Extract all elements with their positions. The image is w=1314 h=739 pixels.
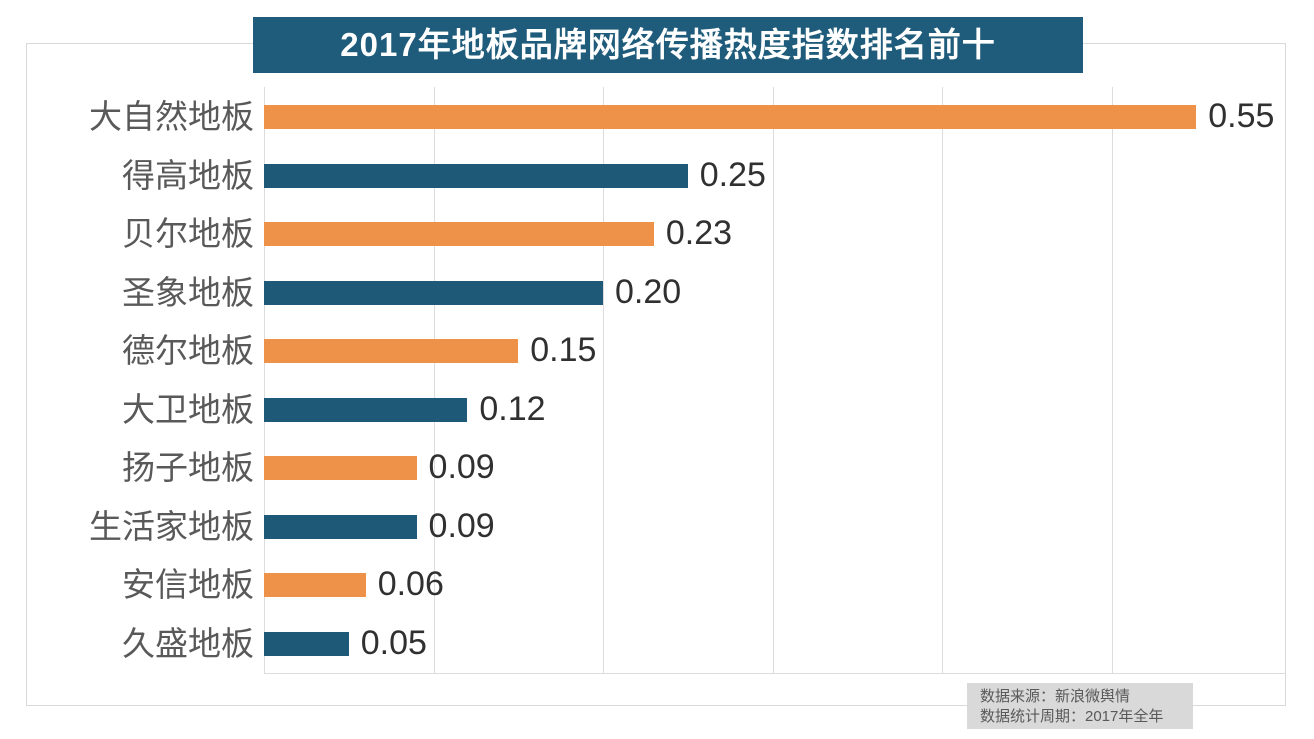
plot-bottom-line [264,673,1286,674]
source-note: 数据来源：新浪微舆情 数据统计周期：2017年全年 [967,683,1193,729]
value-label: 0.05 [360,623,427,662]
bar [264,397,468,422]
gridline [1111,87,1113,673]
source-line: 数据来源：新浪微舆情 [980,688,1131,705]
bar-row: 大自然地板 0.55 [0,88,1314,147]
source-period-line: 数据统计周期：2017年全年 [980,708,1164,725]
bar-row: 生活家地板 0.09 [0,498,1314,557]
bar [264,631,349,656]
value-label: 0.09 [428,448,495,486]
bar-row: 贝尔地板 0.23 [0,205,1314,264]
value-label: 0.06 [377,565,444,603]
bar-row: 扬子地板 0.09 [0,439,1314,498]
bar-row: 安信地板 0.06 [0,556,1314,615]
category-label: 生活家地板 [89,507,254,545]
category-label: 安信地板 [122,566,254,603]
category-label: 得高地板 [122,156,254,194]
bar-row: 德尔地板 0.15 [0,322,1314,381]
category-label: 久盛地板 [122,624,254,662]
bar [264,280,603,305]
axis-line [264,87,265,673]
value-label: 0.25 [699,155,766,194]
bar [264,339,519,363]
category-label: 圣象地板 [122,273,254,311]
gridline [942,87,943,673]
category-label: 大卫地板 [122,390,254,428]
value-label: 0.09 [428,506,495,545]
value-label: 0.12 [479,389,546,428]
category-label: 德尔地板 [122,332,254,369]
gridline [433,87,435,673]
bar [264,573,366,597]
bar [264,222,654,246]
bar-row: 得高地板 0.25 [0,147,1314,206]
category-label: 贝尔地板 [122,215,254,252]
value-label: 0.23 [665,214,733,252]
value-label: 0.15 [530,331,597,369]
chart-frame [26,43,1286,706]
bar-row: 大卫地板 0.12 [0,381,1314,440]
gridline [603,87,604,673]
value-label: 0.20 [615,272,682,311]
bar [264,514,417,539]
bar [264,105,1197,129]
value-label: 0.55 [1208,97,1275,135]
bar [264,163,688,188]
bar [264,456,417,480]
category-label: 扬子地板 [122,449,254,486]
category-label: 大自然地板 [89,98,254,135]
bar-row: 久盛地板 0.05 [0,615,1314,674]
chart-title: 2017年地板品牌网络传播热度指数排名前十 [253,17,1083,73]
gridline [772,87,774,673]
bar-row: 圣象地板 0.20 [0,264,1314,323]
